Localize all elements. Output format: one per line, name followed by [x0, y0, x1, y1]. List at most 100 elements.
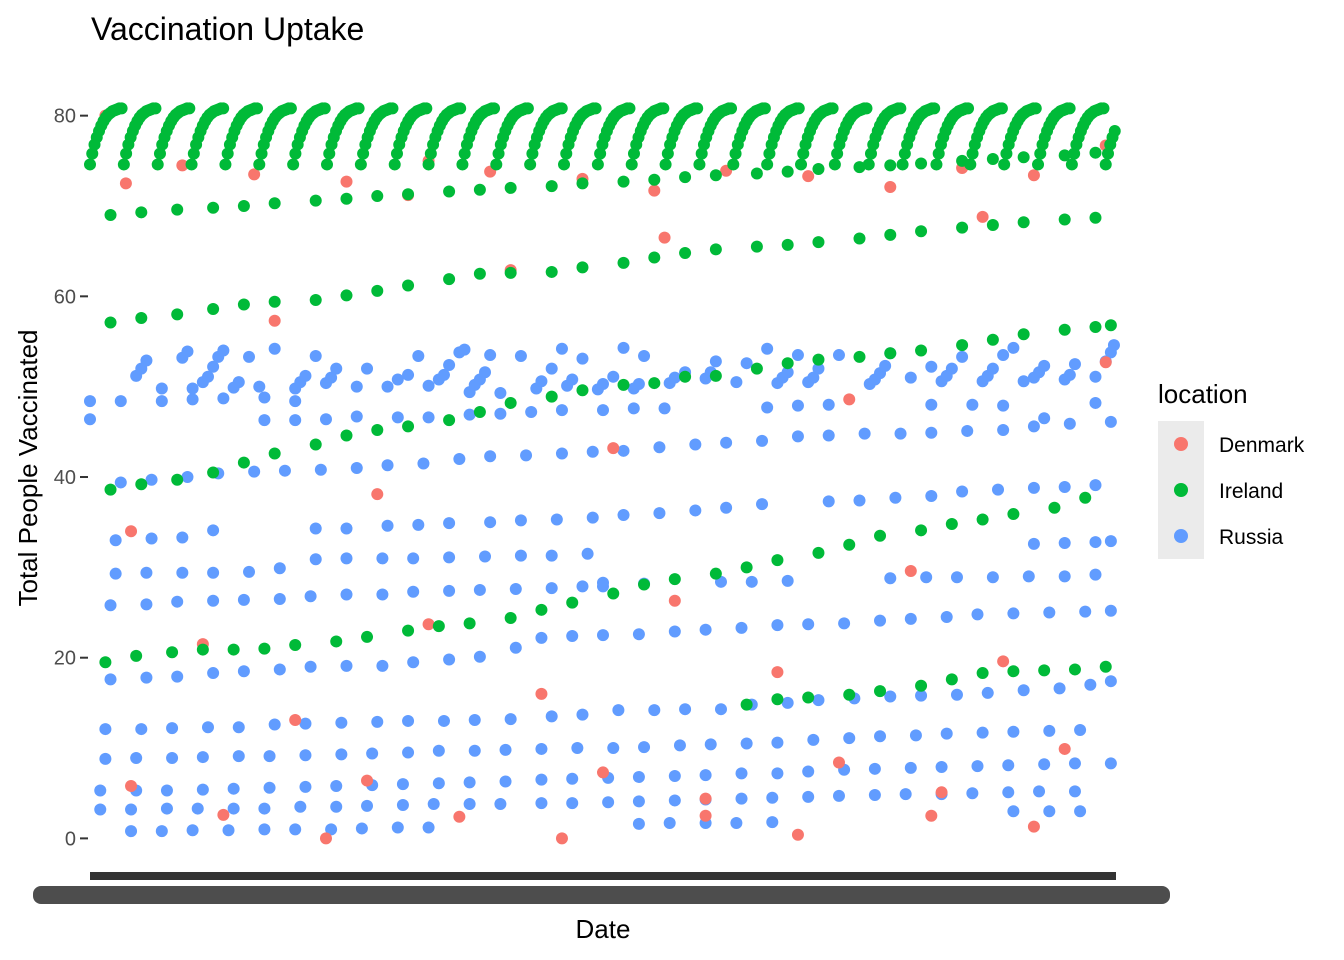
- point-ireland: [884, 228, 897, 241]
- point-russia: [278, 464, 291, 477]
- point-russia: [1063, 368, 1076, 381]
- point-russia: [361, 799, 374, 812]
- point-ireland: [171, 473, 184, 486]
- point-russia: [289, 395, 302, 408]
- point-russia: [1017, 684, 1030, 697]
- point-ireland: [117, 158, 130, 171]
- point-russia: [463, 776, 476, 789]
- point-russia: [555, 447, 568, 460]
- point-russia: [597, 580, 609, 593]
- point-russia: [1038, 412, 1051, 425]
- point-russia: [925, 360, 938, 373]
- point-russia: [109, 567, 122, 580]
- point-ireland: [289, 639, 302, 652]
- point-russia: [766, 816, 779, 829]
- point-ireland: [812, 353, 825, 366]
- point-ireland: [930, 158, 943, 171]
- point-russia: [1027, 481, 1040, 494]
- point-russia: [350, 410, 363, 423]
- point-russia: [617, 341, 630, 354]
- point-ireland: [812, 546, 825, 559]
- point-russia: [232, 376, 245, 389]
- point-russia: [432, 744, 445, 757]
- point-russia: [607, 370, 620, 383]
- point-denmark: [555, 832, 568, 845]
- point-russia: [268, 718, 281, 731]
- point-russia: [484, 349, 497, 362]
- point-russia: [1104, 415, 1117, 428]
- point-denmark: [1027, 820, 1040, 833]
- point-ireland: [566, 596, 579, 609]
- point-ireland: [1000, 147, 1013, 160]
- point-ireland: [352, 102, 365, 115]
- point-ireland: [679, 246, 692, 259]
- point-ireland: [648, 251, 661, 264]
- point-russia: [243, 350, 256, 363]
- point-ireland: [623, 102, 636, 115]
- point-russia: [514, 349, 527, 362]
- point-russia: [268, 342, 281, 355]
- point-ireland: [727, 158, 740, 171]
- point-russia: [140, 566, 153, 579]
- point-ireland: [1108, 125, 1121, 138]
- point-ireland: [473, 183, 486, 196]
- point-ireland: [443, 273, 456, 286]
- point-russia: [407, 656, 420, 669]
- point-russia: [761, 342, 774, 355]
- point-russia: [217, 392, 230, 405]
- point-ireland: [898, 147, 911, 160]
- y-tick-label-80: 80: [54, 106, 76, 128]
- point-russia: [514, 514, 527, 527]
- point-ireland: [884, 347, 897, 360]
- point-russia: [453, 452, 466, 465]
- point-russia: [1063, 417, 1076, 430]
- point-russia: [812, 362, 825, 375]
- legend-key-denmark: [1174, 437, 1188, 451]
- point-ireland: [390, 147, 403, 160]
- point-russia: [853, 494, 866, 507]
- point-ireland: [795, 158, 808, 171]
- point-russia: [940, 611, 953, 624]
- point-russia: [330, 362, 343, 375]
- point-russia: [653, 507, 666, 520]
- point-russia: [766, 791, 779, 804]
- point-russia: [350, 461, 363, 474]
- point-russia: [1043, 805, 1056, 818]
- point-russia: [417, 457, 430, 470]
- point-denmark: [976, 210, 989, 223]
- point-ireland: [1089, 146, 1102, 159]
- point-ireland: [576, 384, 589, 397]
- point-russia: [1053, 682, 1066, 695]
- point-russia: [966, 398, 979, 411]
- point-ireland: [237, 298, 250, 311]
- point-russia: [94, 784, 107, 797]
- point-ireland: [104, 483, 117, 496]
- point-denmark: [668, 594, 681, 607]
- point-ireland: [1007, 665, 1020, 678]
- point-ireland: [183, 102, 196, 115]
- point-russia: [802, 765, 815, 778]
- point-russia: [520, 449, 533, 462]
- point-ireland: [535, 603, 548, 616]
- point-denmark: [289, 714, 302, 727]
- point-russia: [992, 483, 1005, 496]
- point-russia: [335, 748, 348, 761]
- point-russia: [509, 641, 522, 654]
- point-russia: [889, 491, 902, 504]
- point-ireland: [750, 167, 763, 180]
- y-tick-label-0: 0: [65, 828, 76, 850]
- point-ireland: [104, 209, 117, 222]
- point-ireland: [463, 617, 476, 630]
- point-russia: [330, 779, 343, 792]
- point-russia: [535, 631, 548, 644]
- point-russia: [125, 825, 138, 838]
- point-russia: [822, 495, 835, 508]
- point-russia: [617, 444, 630, 457]
- point-ireland: [1068, 147, 1081, 160]
- point-russia: [191, 802, 204, 815]
- point-russia: [632, 377, 645, 390]
- point-denmark: [248, 168, 261, 181]
- point-russia: [473, 583, 486, 596]
- point-ireland: [456, 158, 469, 171]
